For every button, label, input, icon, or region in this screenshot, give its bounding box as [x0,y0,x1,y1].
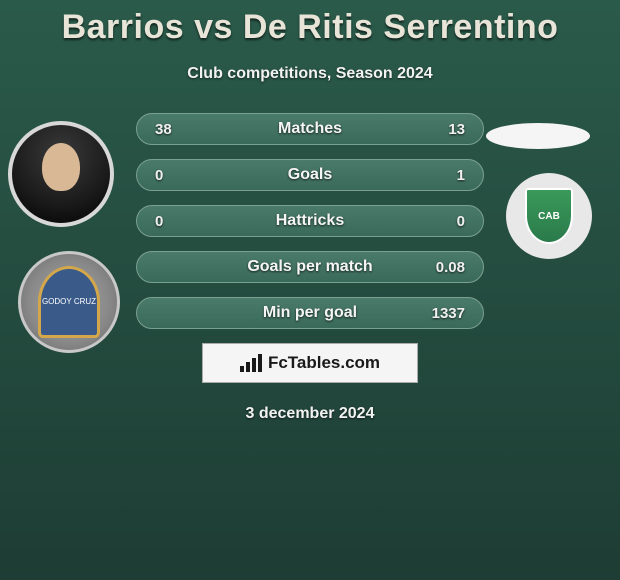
branding-label: FcTables.com [268,353,380,373]
stat-label: Matches [195,120,425,138]
subtitle: Club competitions, Season 2024 [0,65,620,83]
stat-right-value: 0 [425,213,465,230]
player2-placeholder [486,123,590,149]
stat-left-value: 38 [155,121,195,138]
stat-row: Goals per match 0.08 [136,251,484,283]
date-label: 3 december 2024 [0,405,620,423]
stat-row: Min per goal 1337 [136,297,484,329]
stat-left-value: 0 [155,213,195,230]
stat-row: 0 Goals 1 [136,159,484,191]
stat-row: 0 Hattricks 0 [136,205,484,237]
stat-label: Min per goal [195,304,425,322]
club1-badge: GODOY CRUZ [18,251,120,353]
stat-label: Goals per match [195,258,425,276]
club1-shield: GODOY CRUZ [38,266,100,338]
club2-shield: CAB [525,188,573,244]
stat-left-value: 0 [155,167,195,184]
club2-badge: CAB [506,173,592,259]
stat-right-value: 13 [425,121,465,138]
stat-row: 38 Matches 13 [136,113,484,145]
stat-right-value: 1337 [425,305,465,322]
stat-right-value: 0.08 [425,259,465,276]
stat-label: Hattricks [195,212,425,230]
stats-rows: 38 Matches 13 0 Goals 1 0 Hattricks 0 Go… [136,113,484,329]
page-title: Barrios vs De Ritis Serrentino [0,0,620,47]
stat-right-value: 1 [425,167,465,184]
branding-box[interactable]: FcTables.com [202,343,418,383]
player1-avatar [8,121,114,227]
stat-label: Goals [195,166,425,184]
content-area: GODOY CRUZ CAB 38 Matches 13 0 Goals 1 0… [0,113,620,423]
chart-bars-icon [240,354,262,372]
